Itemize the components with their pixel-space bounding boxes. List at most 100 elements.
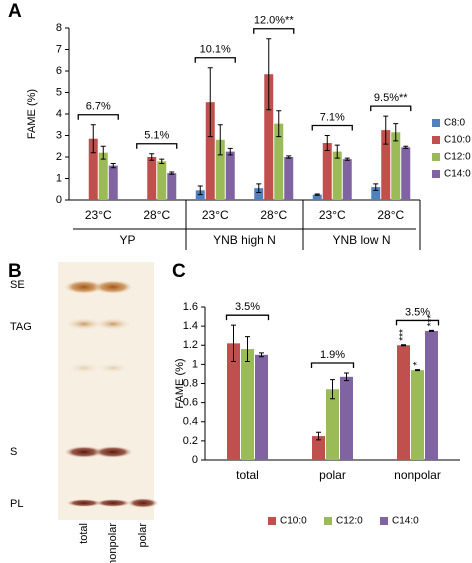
panel-label: A: [8, 1, 22, 22]
legend-label: C8:0: [444, 118, 466, 129]
error-bar: [316, 431, 321, 441]
error-bar: [149, 153, 155, 161]
legend-label: C14:0: [444, 169, 471, 180]
x-tick-label: nonpolar: [394, 468, 441, 482]
band: [64, 446, 104, 458]
panel-label: B: [8, 261, 22, 282]
legend-swatch: [432, 170, 440, 178]
error-bar: [197, 185, 203, 196]
error-bar: [231, 324, 236, 363]
y-tick-label: 8: [56, 22, 62, 34]
y-tick-label: 1: [56, 172, 62, 184]
error-bar: [159, 158, 165, 164]
legend-swatch: [380, 517, 388, 525]
y-tick-label: 1: [192, 358, 198, 370]
group-label: YNB low N: [332, 233, 390, 247]
band-label: PL: [10, 498, 23, 510]
lane-label: nonpolar: [107, 523, 119, 563]
bar: [264, 74, 274, 200]
legend-label: C10:0: [444, 135, 471, 146]
error-bar: [403, 145, 409, 149]
annotation: 7.1%: [320, 111, 345, 123]
band-label: SE: [10, 279, 25, 291]
error-bar: [330, 379, 335, 400]
y-tick-label: 0.4: [183, 416, 198, 428]
legend-label: C10:0: [280, 516, 307, 527]
y-tick-label: 6: [56, 65, 62, 77]
y-tick-label: 0: [56, 194, 62, 206]
bar: [157, 161, 167, 200]
y-tick-label: 0.2: [183, 435, 198, 447]
x-tick-label: 23°C: [85, 208, 112, 222]
plate: [58, 262, 154, 520]
x-tick-label: total: [236, 468, 259, 482]
error-bar: [100, 145, 106, 160]
bar: [225, 151, 235, 200]
error-bar: [324, 135, 330, 152]
legend-swatch: [432, 153, 440, 161]
bracket: [77, 114, 119, 120]
legend-label: C12:0: [444, 152, 471, 163]
bar: [391, 132, 401, 200]
y-tick-label: 2: [56, 151, 62, 163]
lane-label: total: [78, 523, 90, 544]
group-label: YP: [119, 233, 135, 247]
y-tick-label: 1.2: [183, 339, 198, 351]
x-tick-label: polar: [319, 468, 346, 482]
bar: [401, 147, 411, 200]
bar: [255, 354, 268, 460]
band: [66, 499, 102, 507]
annotation: 12.0%**: [254, 15, 294, 27]
annotation: 3.5%: [235, 301, 260, 313]
bar: [371, 187, 381, 200]
group-label: YNB high N: [213, 233, 276, 247]
error-bar: [256, 183, 262, 193]
error-bar: [393, 123, 399, 142]
x-tick-label: 28°C: [260, 208, 287, 222]
panel-label: C: [172, 261, 186, 282]
bar: [340, 376, 353, 460]
bracket: [395, 319, 440, 326]
bar: [205, 102, 215, 200]
band: [97, 363, 129, 373]
y-tick-label: 0.8: [183, 377, 198, 389]
band: [66, 318, 102, 330]
error-bar: [314, 193, 320, 196]
error-bar: [110, 162, 116, 169]
bar: [342, 159, 352, 200]
error-bar: [415, 369, 420, 372]
y-tick-label: 1.4: [183, 320, 198, 332]
error-bar: [334, 144, 340, 159]
y-tick-label: 3: [56, 129, 62, 141]
bar: [284, 157, 294, 200]
error-bar: [207, 67, 213, 138]
bar: [326, 389, 339, 460]
y-tick-label: 5: [56, 86, 62, 98]
bar: [411, 370, 424, 460]
bracket: [253, 28, 295, 34]
bar: [274, 123, 284, 200]
bar: [98, 152, 108, 200]
x-tick-label: 23°C: [202, 208, 229, 222]
error-bar: [245, 336, 250, 363]
band: [68, 363, 100, 373]
y-tick-label: 4: [56, 108, 62, 120]
bar: [108, 165, 118, 200]
y-tick-label: 1.6: [183, 301, 198, 313]
annotation: 1.9%: [320, 349, 345, 361]
legend-swatch: [432, 119, 440, 127]
band: [93, 446, 133, 458]
bar: [254, 188, 264, 200]
significance: *: [412, 362, 423, 366]
error-bar: [401, 344, 406, 347]
y-axis-label: FAME (%): [174, 358, 186, 408]
annotation: 9.5%**: [374, 92, 408, 104]
bar: [332, 151, 342, 200]
annotation: 5.1%: [144, 130, 169, 142]
band: [95, 318, 131, 330]
legend-swatch: [324, 517, 332, 525]
bar: [381, 130, 391, 200]
x-tick-label: 23°C: [319, 208, 346, 222]
bracket: [370, 105, 412, 112]
